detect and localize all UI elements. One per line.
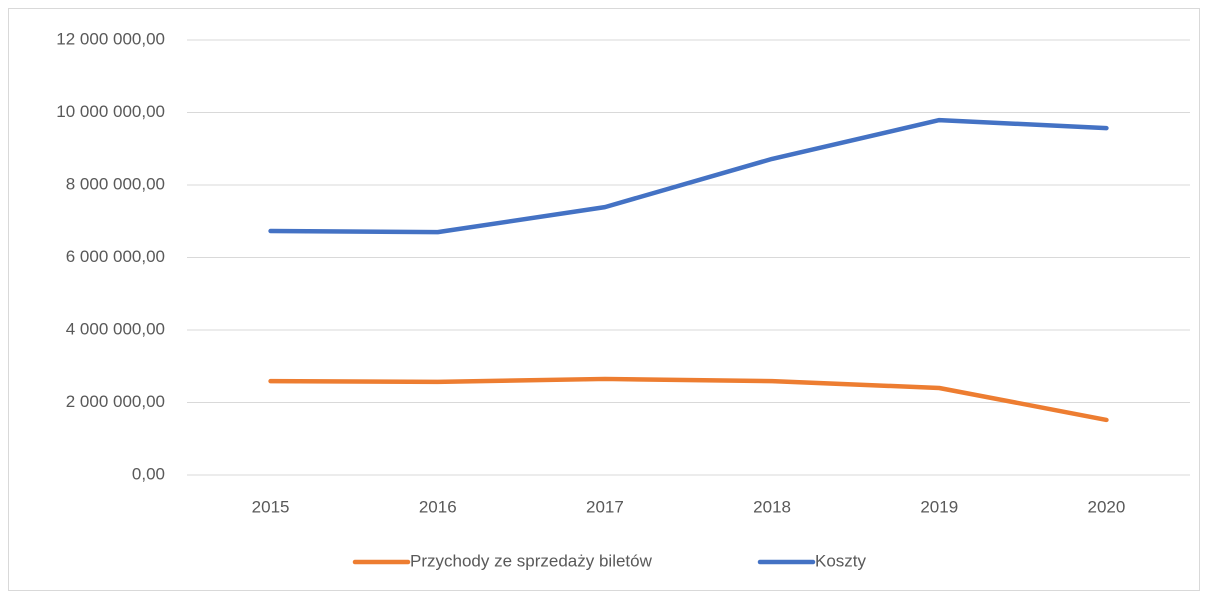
y-tick-label: 12 000 000,00	[56, 29, 165, 48]
legend-label: Przychody ze sprzedaży biletów	[410, 551, 653, 570]
x-tick-label: 2017	[586, 497, 624, 516]
x-tick-label: 2020	[1088, 497, 1126, 516]
y-tick-label: 0,00	[132, 464, 165, 483]
legend-label: Koszty	[815, 551, 867, 570]
series-line	[268, 376, 1109, 423]
y-tick-label: 10 000 000,00	[56, 102, 165, 121]
chart-border	[8, 8, 1200, 591]
y-tick-label: 8 000 000,00	[66, 174, 165, 193]
x-tick-label: 2018	[753, 497, 791, 516]
y-tick-label: 6 000 000,00	[66, 247, 165, 266]
x-tick-label: 2019	[920, 497, 958, 516]
x-tick-label: 2015	[252, 497, 290, 516]
series-line	[268, 117, 1109, 235]
y-tick-label: 4 000 000,00	[66, 319, 165, 338]
x-tick-label: 2016	[419, 497, 457, 516]
y-tick-label: 2 000 000,00	[66, 392, 165, 411]
